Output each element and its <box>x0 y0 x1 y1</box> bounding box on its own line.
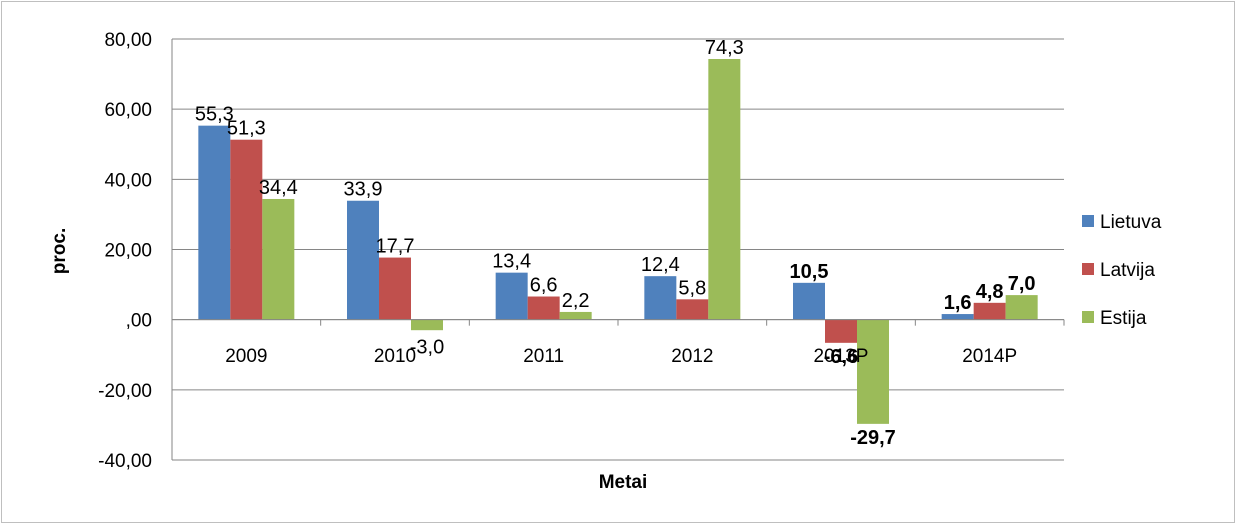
y-tick-label: 80,00 <box>104 30 152 51</box>
data-label: -3,0 <box>410 337 444 359</box>
bar-estija-2013p <box>857 319 889 424</box>
data-label: 10,5 <box>790 261 829 283</box>
x-axis-ticks: 2009 2010 2011 2012 2013P 2014P <box>225 346 1017 367</box>
y-tick-label: -40,00 <box>98 451 152 472</box>
bar-estija-2009 <box>262 198 295 320</box>
y-tick-label: -20,00 <box>98 381 152 402</box>
bar-lietuva-2011 <box>495 272 528 320</box>
data-label: 51,3 <box>227 118 266 140</box>
bar-lietuva-2010 <box>347 200 379 320</box>
legend-swatch-latvija <box>1082 263 1094 275</box>
legend: Lietuva Latvija Estija <box>1082 212 1162 329</box>
bar-lietuva-2013p <box>793 282 825 320</box>
bars <box>198 58 1038 424</box>
legend-label-estija: Estija <box>1100 308 1147 329</box>
bar-latvija-2013p <box>825 319 857 343</box>
data-label: 33,9 <box>344 179 383 201</box>
y-axis-ticks: 80,00 60,00 40,00 20,00 ,00 -20,00 -40,00 <box>98 30 152 472</box>
x-tick-label: 2011 <box>523 346 564 367</box>
data-label: 5,8 <box>678 277 706 299</box>
y-tick-label: 20,00 <box>104 241 152 262</box>
x-tick-label: 2009 <box>225 346 267 367</box>
data-label: 17,7 <box>376 236 415 258</box>
x-axis-title: Metai <box>599 472 648 493</box>
data-labels: 55,3 33,9 13,4 12,4 10,5 1,6 51,3 17,7 6,6 5,8 -6,… <box>195 37 1036 449</box>
data-label: 34,4 <box>259 177 298 199</box>
data-label: 6,6 <box>530 275 558 297</box>
data-label: -29,7 <box>850 427 896 449</box>
bar-lietuva-2009 <box>198 125 231 320</box>
legend-label-latvija: Latvija <box>1100 260 1155 281</box>
bar-estija-2014p <box>1005 295 1038 320</box>
bar-latvija-2012 <box>676 299 709 320</box>
x-tick-label: 2012 <box>671 346 713 367</box>
bar-lietuva-2012 <box>644 276 677 320</box>
bar-latvija-2011 <box>527 296 560 320</box>
bar-estija-2011 <box>559 311 592 320</box>
data-label: 74,3 <box>705 37 744 59</box>
bar-estija-2010 <box>411 319 443 331</box>
y-tick-label: ,00 <box>126 311 152 332</box>
x-tick-label: 2014P <box>962 346 1017 367</box>
y-tick-label: 60,00 <box>104 100 152 121</box>
bar-latvija-2010 <box>379 257 411 320</box>
data-label: 4,8 <box>976 281 1004 303</box>
x-tick-label: 2013P <box>814 346 869 367</box>
legend-label-lietuva: Lietuva <box>1100 212 1162 233</box>
data-label: 12,4 <box>641 254 680 276</box>
data-label: 2,2 <box>562 290 590 312</box>
data-label: 13,4 <box>492 251 531 273</box>
x-tick-label: 2010 <box>374 346 416 367</box>
data-label: 1,6 <box>944 292 972 314</box>
gridlines <box>171 38 1064 461</box>
bar-latvija-2014p <box>973 302 1006 320</box>
data-label: 55,3 <box>195 104 234 126</box>
legend-swatch-lietuva <box>1082 215 1094 227</box>
data-label: 7,0 <box>1008 273 1036 295</box>
zero-axis <box>171 319 1065 326</box>
y-axis-title: proc. <box>49 228 70 274</box>
y-tick-label: 40,00 <box>104 170 152 191</box>
bar-latvija-2009 <box>230 139 263 320</box>
data-label: -6,6 <box>824 346 858 368</box>
bar-estija-2012 <box>708 58 741 320</box>
bar-lietuva-2014p <box>941 314 974 320</box>
legend-swatch-estija <box>1082 311 1094 323</box>
